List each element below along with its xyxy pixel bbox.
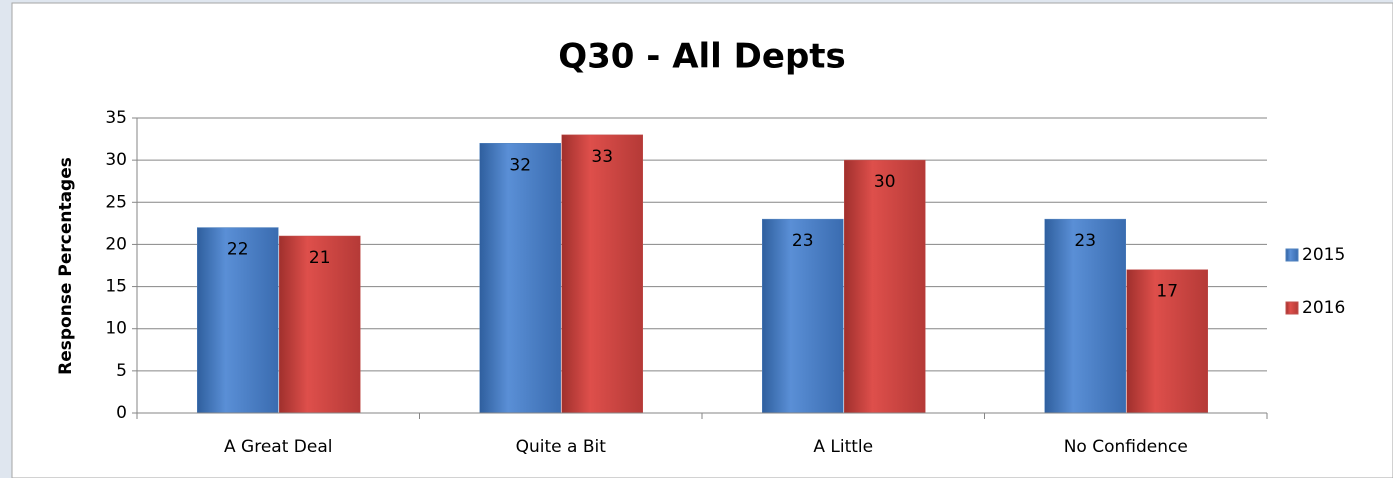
bar	[279, 235, 361, 414]
bar	[762, 218, 844, 414]
data-label: 30	[874, 172, 896, 192]
data-label: 32	[509, 155, 531, 175]
y-tick-label: 5	[116, 361, 127, 381]
bar	[561, 134, 643, 414]
bar	[479, 143, 561, 414]
y-tick-label: 30	[105, 150, 127, 170]
x-tick-label: A Great Deal	[224, 437, 332, 457]
bar	[197, 227, 279, 414]
legend-swatch	[1285, 301, 1299, 315]
x-tick-label: A Little	[813, 437, 873, 457]
y-tick-label: 25	[105, 192, 127, 212]
bar	[1044, 218, 1126, 414]
data-label: 22	[227, 240, 249, 260]
y-tick-label: 15	[105, 277, 127, 297]
y-axis-label: Response Percentages	[56, 157, 76, 375]
data-label: 23	[792, 231, 814, 251]
y-tick-label: 10	[105, 319, 127, 339]
y-tick-label: 0	[116, 403, 127, 423]
data-label: 23	[1074, 231, 1096, 251]
x-tick-label: No Confidence	[1064, 437, 1188, 457]
data-label: 21	[309, 248, 331, 268]
chart-title: Q30 - All Depts	[558, 37, 846, 77]
bar	[1126, 269, 1208, 414]
legend-swatch	[1285, 248, 1299, 262]
y-tick-label: 35	[105, 108, 127, 128]
y-tick-label: 20	[105, 234, 127, 254]
legend-label: 2016	[1302, 298, 1345, 318]
x-tick-label: Quite a Bit	[516, 437, 607, 457]
bar	[844, 159, 926, 414]
data-label: 17	[1156, 282, 1178, 302]
data-label: 33	[591, 147, 613, 167]
legend-label: 2015	[1302, 245, 1345, 265]
